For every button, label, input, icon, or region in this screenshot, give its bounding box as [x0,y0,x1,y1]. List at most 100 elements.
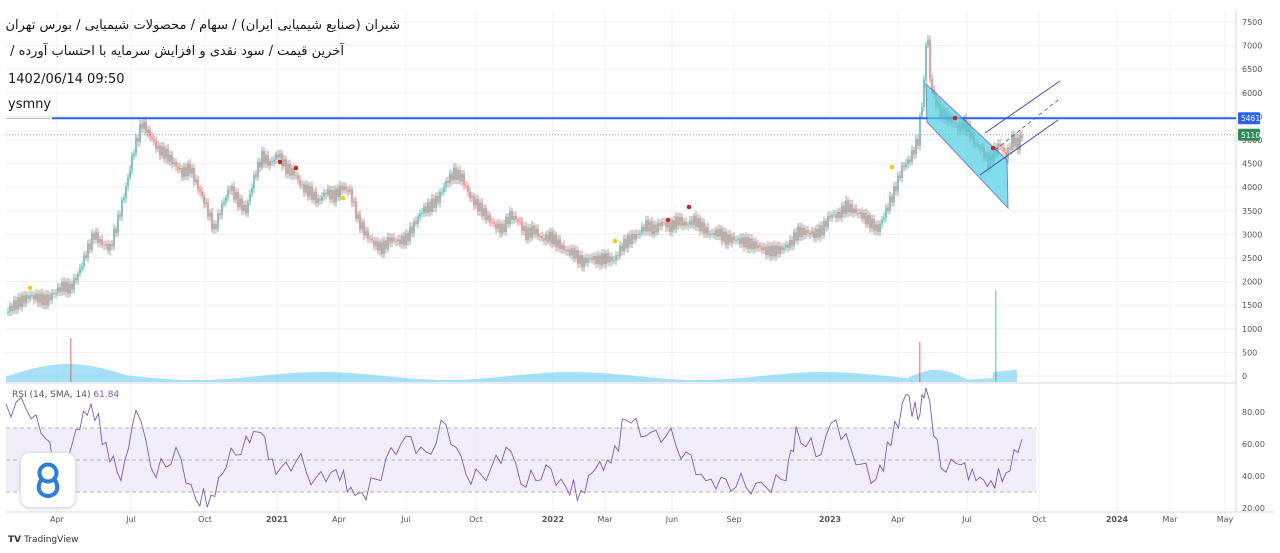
signal-dot-sell [952,115,958,121]
candle-body [545,234,547,241]
candle-body [815,228,817,239]
volume-bar [528,374,531,382]
candle-body [697,218,699,228]
candle-body [409,226,411,242]
candle-body [751,238,753,250]
volume-bar [609,373,612,382]
volume-bar [15,373,18,382]
volume-bar [999,371,1002,382]
candle-body [231,186,233,191]
volume-bar [117,372,120,382]
candle-body [379,242,381,251]
candle-body [209,212,211,217]
candle-body [179,168,181,170]
candle-body [871,219,873,229]
volume-bar [555,372,558,382]
volume-bar [813,372,816,382]
candle-body [185,167,187,177]
volume-bar [498,377,501,382]
candle-body [847,200,849,213]
candle-body [749,238,751,249]
candle-body [629,235,631,245]
candle-body [541,236,543,239]
candle-body [137,137,139,142]
volume-bar [204,379,207,382]
volume-bar [189,379,192,382]
candle-body [609,256,611,263]
candle-body [307,184,309,197]
candle-body [423,206,425,213]
candle-body [245,204,247,214]
volume-bar [723,379,726,382]
volume-bar [384,376,387,382]
x-tick-label: Jun [665,515,679,524]
candle-body [731,236,733,243]
candle-body [577,250,579,264]
candle-body [727,234,729,245]
volume-bar [489,377,492,382]
volume-bar [237,377,240,382]
volume-bar [486,378,489,382]
tradingview-brand[interactable]: 𝗧𝗩 TradingView [8,535,79,545]
candle-body [113,228,115,247]
volume-bar [186,379,189,382]
candle-body [661,222,663,227]
volume-bar [126,375,129,382]
candle-body [279,153,281,158]
ascending-channel-top [984,80,1061,134]
candle-body [131,155,133,171]
candle-body [729,234,731,243]
signal-dot-buy [27,285,33,291]
x-tick-label: Jul [961,515,972,524]
candle-body [401,235,403,245]
candle-body [473,196,475,206]
candle-body [281,153,283,167]
candle-body [833,214,835,216]
candle-body [155,140,157,149]
volume-bar [393,376,396,382]
candle-body [439,192,441,203]
volume-bar [600,372,603,382]
candle-body [97,232,99,243]
candle-body [709,233,711,235]
candle-body [671,220,673,232]
volume-bar [81,364,84,382]
volume-bar [873,374,876,382]
candle-body [271,161,273,163]
candle-body [809,232,811,235]
candle-body [899,175,901,179]
candle-body [783,247,785,251]
candle-body [765,246,767,256]
candle-body [857,212,859,214]
candle-body [165,148,167,159]
candle-body [357,214,359,219]
candle-body [461,173,463,182]
candle-body [123,197,125,200]
volume-bar [222,379,225,382]
candle-body [197,179,199,190]
volume-bar [735,378,738,382]
volume-bar [87,365,90,382]
volume-bar [543,372,546,382]
price-tag-last: 5110 [1238,128,1260,141]
candle-body [363,222,365,236]
y-tick-label: 0 [1242,372,1247,381]
candle-body [515,216,517,220]
volume-bar [288,373,291,382]
candle-body [201,191,203,196]
x-tick-label: Jul [125,515,136,524]
candle-body [1005,151,1007,159]
volume-bar [249,376,252,382]
candle-body [23,295,25,304]
candle-body [585,257,587,263]
candle-body [523,226,525,231]
volume-bar [171,379,174,382]
candle-body [403,235,405,245]
candle-body [789,239,791,248]
volume-bar [51,364,54,382]
candle-body [445,180,447,187]
candle-body [45,294,47,306]
candle-body [297,175,299,180]
candle-body [163,146,165,159]
